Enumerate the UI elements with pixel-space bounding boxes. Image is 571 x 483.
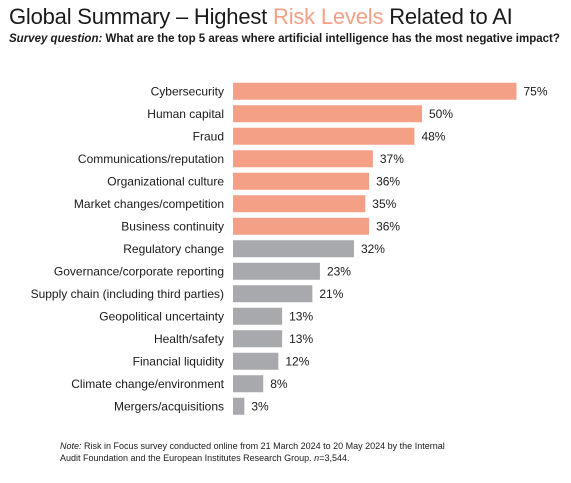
category-label: Business continuity — [121, 219, 224, 233]
bar — [233, 375, 264, 393]
note-n-value: =3,544. — [319, 453, 350, 463]
value-label: 13% — [289, 309, 313, 323]
value-label: 12% — [285, 354, 309, 368]
category-label: Health/safety — [154, 332, 224, 346]
category-label: Geopolitical uncertainty — [99, 309, 224, 323]
note-text-1: Risk in Focus survey conducted online fr… — [81, 441, 445, 451]
value-label: 21% — [319, 287, 343, 301]
bar — [233, 307, 283, 325]
bar — [233, 285, 313, 303]
footnote-line-2: Audit Foundation and the European Instit… — [60, 452, 445, 464]
value-label: 35% — [372, 197, 396, 211]
note-label: Note: — [60, 441, 82, 451]
category-label: Mergers/acquisitions — [114, 399, 224, 413]
category-label: Market changes/competition — [74, 197, 224, 211]
bar — [233, 397, 245, 415]
chart-subtitle: Survey question: What are the top 5 area… — [9, 33, 560, 45]
bar — [233, 195, 366, 213]
category-label: Organizational culture — [107, 174, 224, 188]
bar — [233, 330, 283, 348]
bar-chart: Cybersecurity 75% Human capital 50% Fraud 48%… — [31, 82, 548, 415]
bar — [233, 150, 373, 168]
note-text-2: Audit Foundation and the European Instit… — [60, 453, 315, 463]
category-label: Financial liquidity — [133, 354, 224, 368]
bar — [233, 82, 517, 100]
value-label: 75% — [524, 84, 548, 98]
category-label: Climate change/environment — [71, 377, 224, 391]
bar — [233, 105, 422, 123]
value-label: 23% — [327, 264, 351, 278]
title-part2: Related to AI — [383, 4, 513, 29]
category-label: Supply chain (including third parties) — [31, 287, 224, 301]
bar — [233, 262, 320, 280]
title-highlight: Risk Levels — [273, 4, 384, 29]
category-label: Communications/reputation — [78, 152, 224, 166]
category-label: Human capital — [147, 107, 224, 121]
value-label: 50% — [429, 107, 453, 121]
category-label: Governance/corporate reporting — [54, 264, 224, 278]
value-label: 36% — [376, 219, 400, 233]
bar — [233, 240, 354, 258]
bar — [233, 352, 279, 370]
subtitle-label: Survey question: — [9, 33, 103, 45]
value-label: 37% — [380, 152, 404, 166]
bar — [233, 127, 415, 145]
value-label: 48% — [421, 129, 445, 143]
chart-title: Global Summary – Highest Risk Levels Rel… — [9, 4, 513, 30]
value-label: 36% — [376, 174, 400, 188]
value-label: 3% — [251, 399, 269, 413]
subtitle-text: What are the top 5 areas where artificia… — [102, 33, 560, 45]
bar — [233, 217, 370, 235]
value-label: 32% — [361, 242, 385, 256]
title-part1: Global Summary – Highest — [9, 4, 273, 29]
footnote: Note: Risk in Focus survey conducted onl… — [60, 440, 445, 464]
category-label: Fraud — [193, 129, 224, 143]
category-label: Regulatory change — [123, 242, 224, 256]
note-n-label: n — [314, 453, 320, 463]
bar — [233, 172, 370, 190]
footnote-line-1: Note: Risk in Focus survey conducted onl… — [60, 440, 445, 452]
value-label: 8% — [270, 377, 288, 391]
value-label: 13% — [289, 332, 313, 346]
category-label: Cybersecurity — [151, 84, 224, 98]
